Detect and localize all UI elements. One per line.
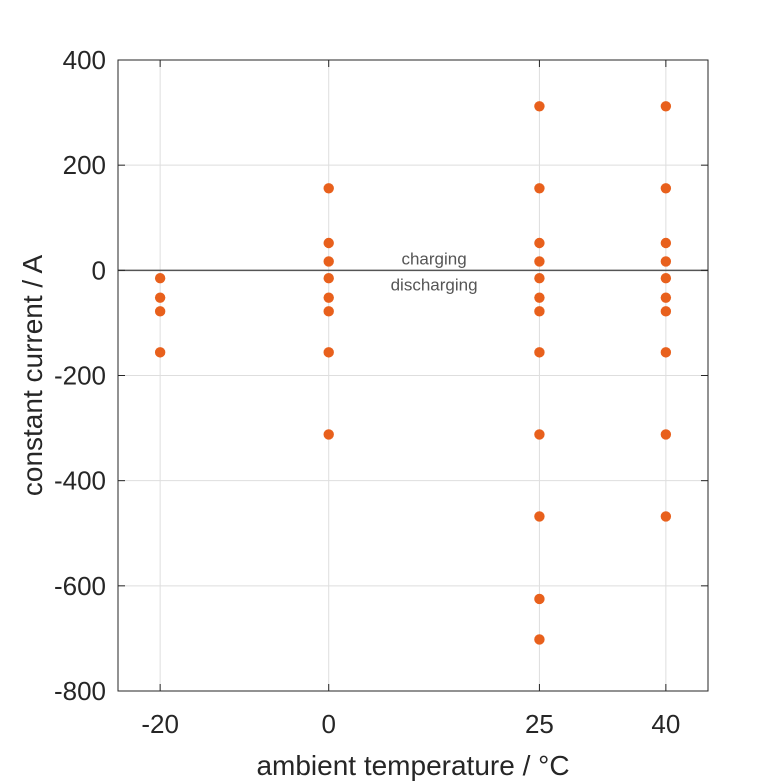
data-point	[323, 306, 334, 317]
data-point	[154, 292, 166, 303]
x-tick-labels: -20 0 25 40	[141, 709, 680, 739]
data-point	[660, 273, 672, 284]
tick-marks	[118, 59, 708, 692]
data-point	[534, 593, 545, 605]
data-point	[154, 306, 166, 317]
data-points	[154, 101, 672, 645]
data-point	[660, 292, 672, 303]
data-point	[660, 306, 672, 317]
data-point	[660, 256, 672, 267]
data-point	[534, 273, 545, 284]
data-point	[323, 347, 334, 358]
data-point	[534, 292, 545, 303]
data-point	[534, 429, 545, 440]
y-tick-label: -200	[54, 361, 106, 391]
y-tick-label: -800	[54, 676, 106, 706]
annotation-discharging: discharging	[391, 275, 478, 294]
annotation-charging: charging	[401, 249, 466, 268]
data-point	[660, 237, 672, 249]
data-point	[534, 237, 545, 249]
data-point	[534, 634, 545, 645]
data-point	[534, 256, 545, 267]
y-tick-label: 0	[92, 255, 106, 285]
grid-lines	[118, 59, 708, 692]
data-point	[660, 347, 672, 358]
data-point	[323, 292, 334, 303]
data-point	[534, 306, 545, 317]
data-point	[534, 347, 545, 358]
x-tick-label: 25	[525, 709, 554, 739]
x-tick-label: -20	[141, 709, 179, 739]
y-tick-label: 400	[63, 45, 106, 75]
data-point	[660, 429, 672, 440]
data-point	[534, 183, 545, 194]
x-axis-title: ambient temperature / °C	[256, 750, 569, 781]
y-axis-title: constant current / A	[17, 255, 48, 497]
y-tick-labels: 400 200 0 -200 -400 -600 -800	[54, 45, 106, 706]
data-point	[323, 429, 334, 440]
y-tick-label: -600	[54, 571, 106, 601]
data-point	[323, 183, 334, 194]
data-point	[323, 256, 334, 267]
data-point	[323, 237, 334, 249]
data-point	[534, 511, 545, 522]
data-point	[660, 183, 672, 194]
y-tick-label: -400	[54, 466, 106, 496]
data-point	[323, 273, 334, 284]
data-point	[660, 101, 672, 112]
data-point	[154, 273, 166, 284]
y-tick-label: 200	[63, 150, 106, 180]
data-point	[534, 101, 545, 112]
x-tick-label: 0	[321, 709, 335, 739]
x-tick-label: 40	[651, 709, 680, 739]
data-point	[660, 511, 672, 522]
data-point	[154, 347, 166, 358]
